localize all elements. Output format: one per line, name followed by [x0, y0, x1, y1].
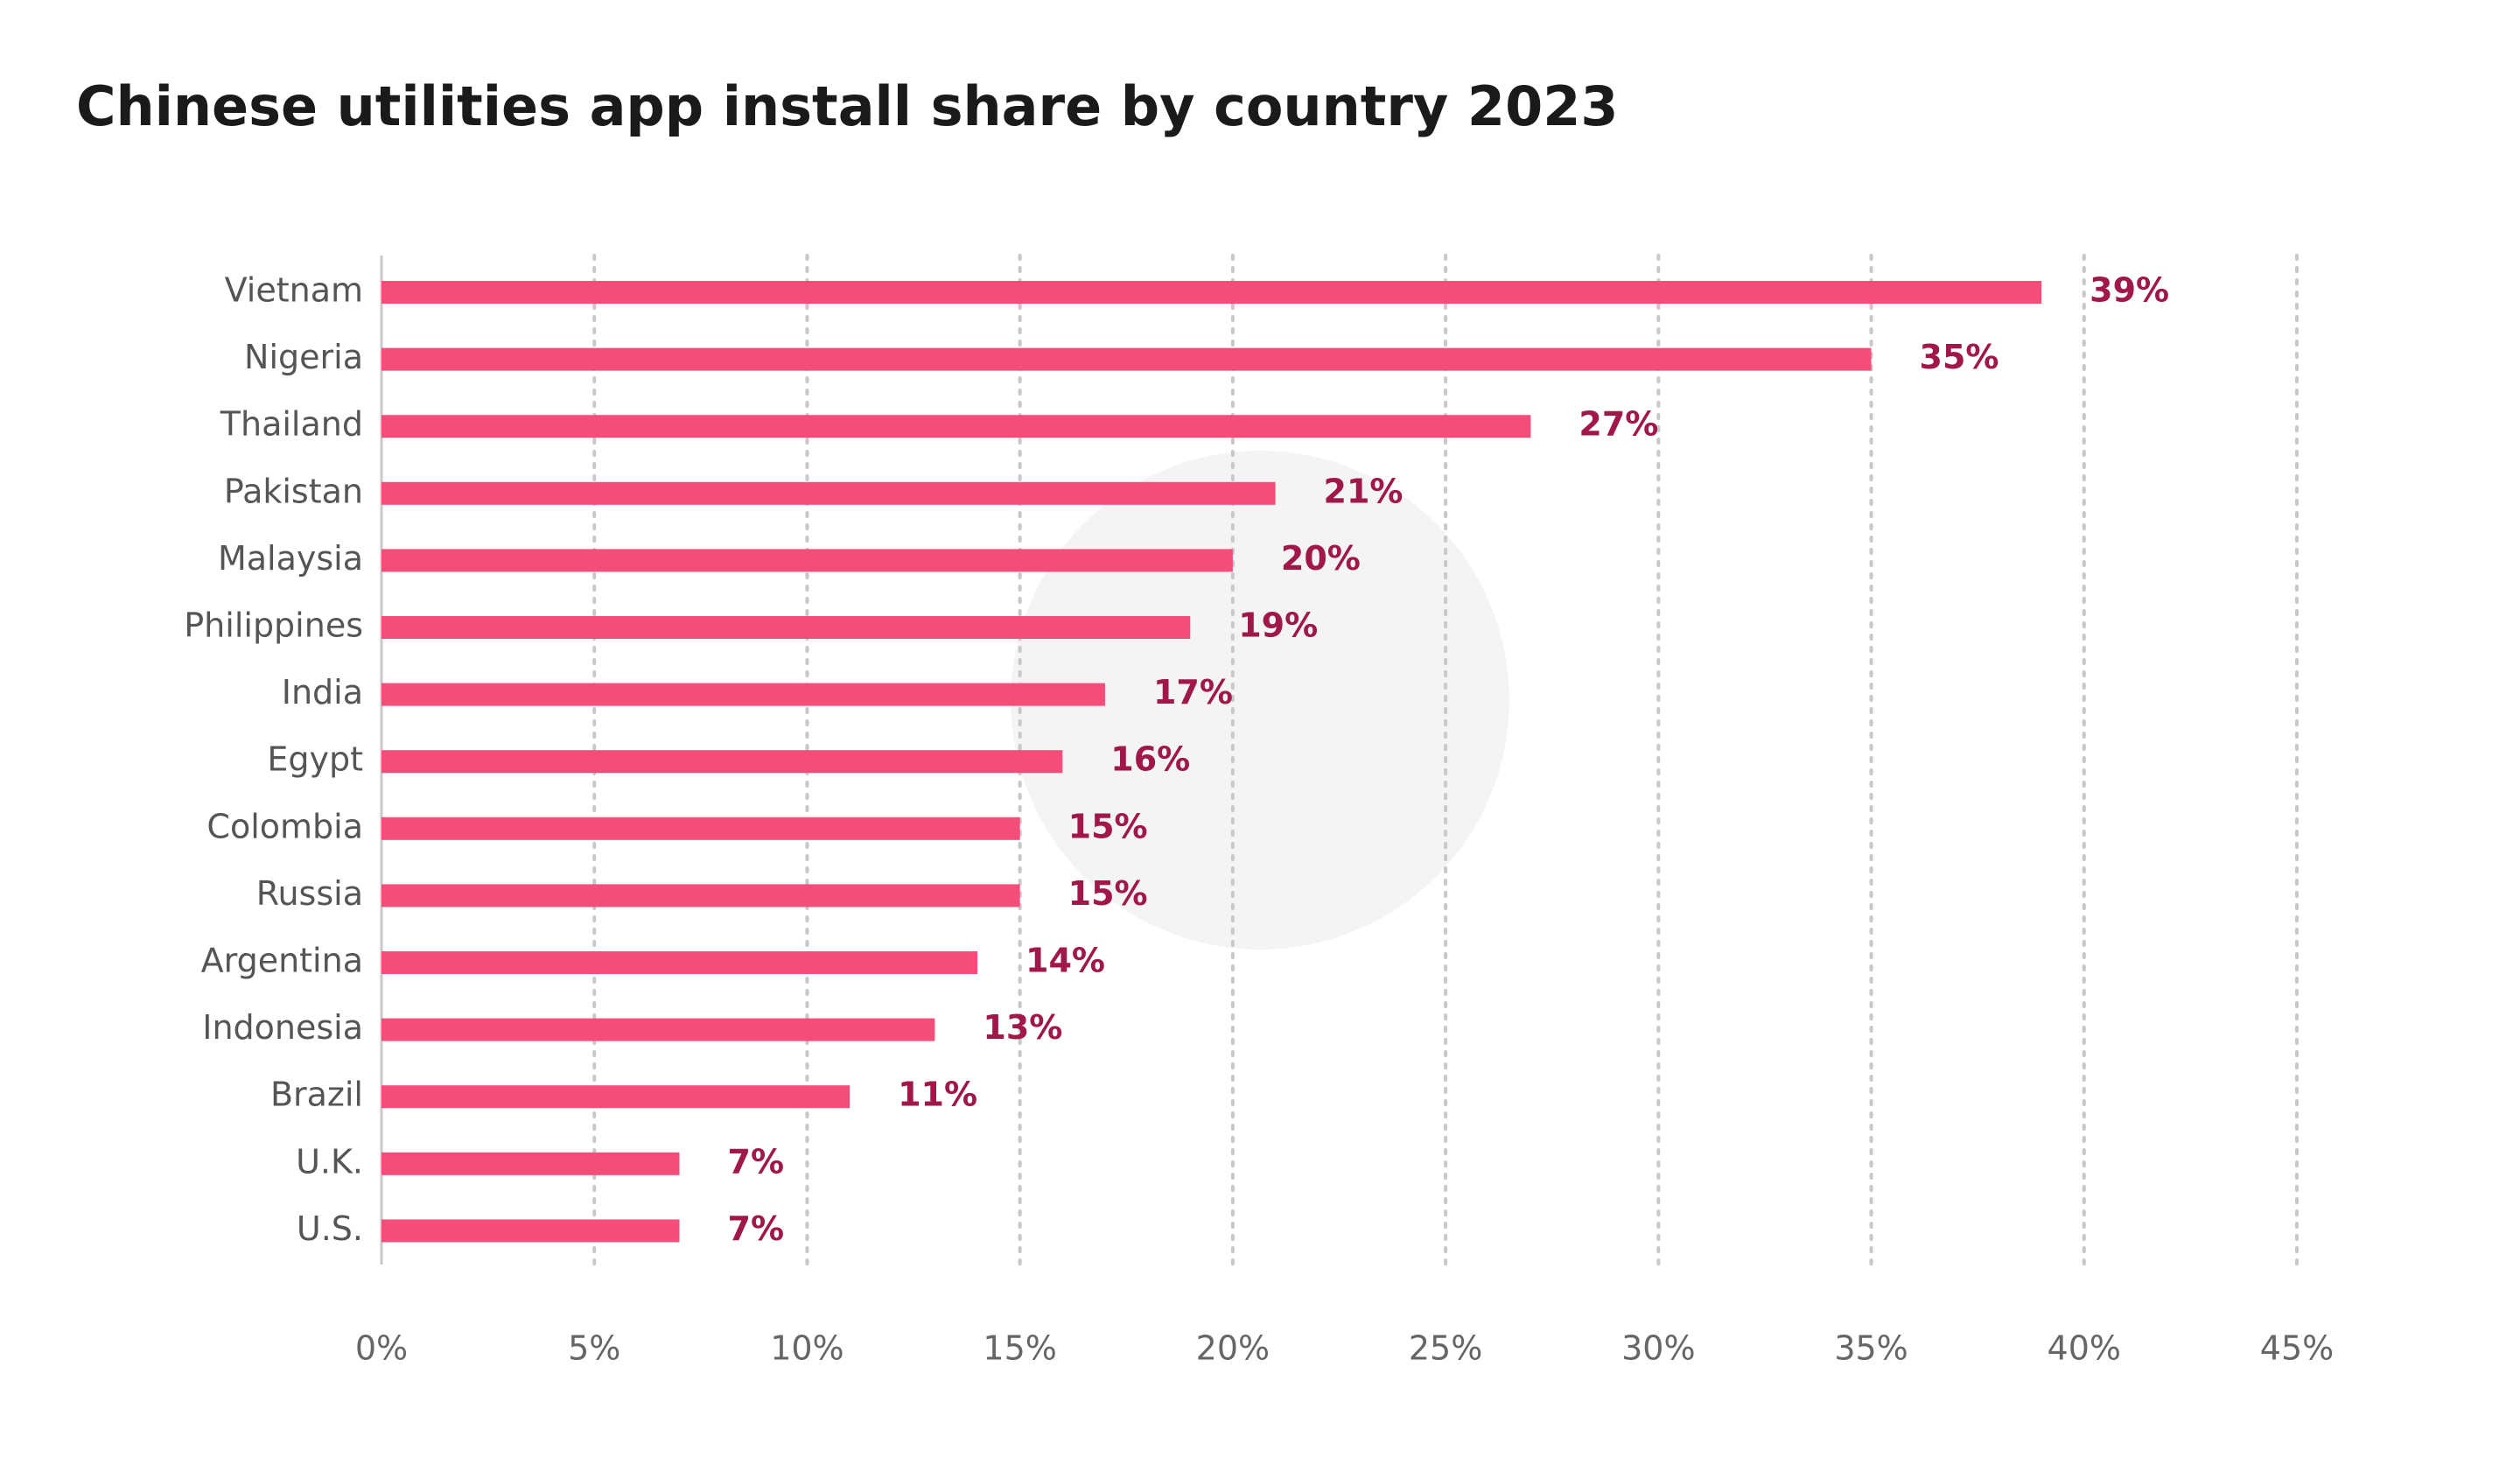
- bar: [382, 884, 1020, 908]
- bar: [382, 1085, 850, 1109]
- bar: [382, 683, 1105, 706]
- data-label: 20%: [1281, 539, 1361, 578]
- y-tick-label: Colombia: [206, 807, 363, 845]
- data-label: 35%: [1920, 338, 1999, 376]
- bar: [382, 281, 2042, 304]
- data-label: 7%: [728, 1142, 785, 1181]
- data-label: 27%: [1578, 405, 1658, 444]
- y-tick-label: Philippines: [184, 606, 363, 645]
- x-tick-label: 10%: [770, 1329, 844, 1368]
- data-label: 16%: [1110, 740, 1190, 779]
- data-label: 17%: [1153, 673, 1233, 711]
- x-tick-label: 45%: [2260, 1329, 2334, 1368]
- y-tick-label: Malaysia: [218, 539, 363, 578]
- data-label: 21%: [1324, 472, 1404, 510]
- bar: [382, 616, 1191, 639]
- data-label: 13%: [983, 1008, 1062, 1047]
- x-tick-label: 0%: [355, 1329, 408, 1368]
- y-tick-label: Egypt: [267, 740, 363, 779]
- x-tick-label: 40%: [2048, 1329, 2121, 1368]
- y-tick-label: U.S.: [297, 1209, 363, 1248]
- data-label: 15%: [1068, 874, 1148, 913]
- bar: [382, 817, 1020, 840]
- y-tick-label: Vietnam: [225, 271, 363, 310]
- x-tick-label: 5%: [568, 1329, 620, 1368]
- bar: [382, 951, 978, 974]
- data-label: 7%: [728, 1209, 785, 1248]
- data-label: 19%: [1238, 606, 1318, 645]
- y-tick-label: India: [282, 673, 363, 711]
- chart-title: Chinese utilities app install share by c…: [76, 74, 1619, 138]
- y-tick-label: Pakistan: [224, 472, 363, 510]
- x-tick-label: 15%: [983, 1329, 1056, 1368]
- bar: [382, 1018, 935, 1041]
- x-tick-label: 25%: [1409, 1329, 1482, 1368]
- y-tick-label: Nigeria: [244, 338, 363, 376]
- y-tick-label: Indonesia: [202, 1008, 363, 1047]
- bar: [382, 347, 1872, 371]
- y-tick-label: Brazil: [270, 1076, 363, 1114]
- data-label: 14%: [1026, 942, 1105, 980]
- y-tick-label: Thailand: [220, 405, 363, 444]
- bar: [382, 415, 1531, 438]
- data-label: 39%: [2090, 271, 2169, 310]
- data-label: 15%: [1068, 807, 1148, 845]
- bar: [382, 750, 1063, 774]
- watermark: [1011, 451, 1509, 950]
- x-tick-label: 20%: [1196, 1329, 1270, 1368]
- x-tick-label: 30%: [1621, 1329, 1695, 1368]
- y-tick-label: Argentina: [201, 942, 363, 980]
- y-tick-label: Russia: [256, 874, 363, 913]
- bar: [382, 1152, 680, 1175]
- bar: [382, 1219, 680, 1243]
- x-tick-label: 35%: [1834, 1329, 1908, 1368]
- bar: [382, 549, 1233, 572]
- data-label: 11%: [898, 1076, 977, 1114]
- bar: [382, 481, 1276, 505]
- y-tick-label: U.K.: [296, 1142, 363, 1181]
